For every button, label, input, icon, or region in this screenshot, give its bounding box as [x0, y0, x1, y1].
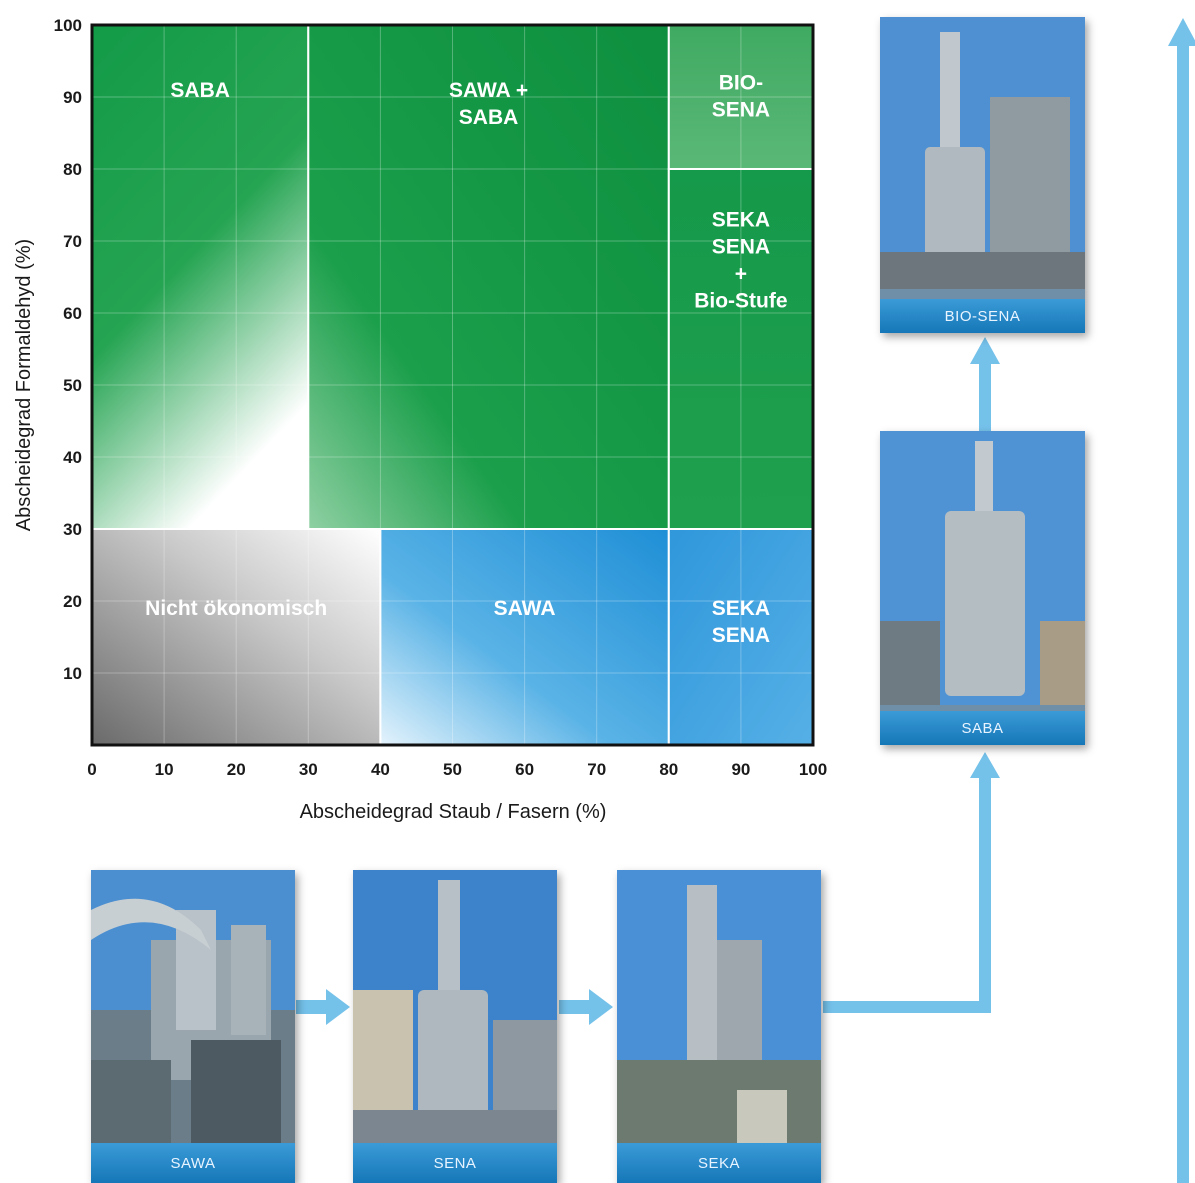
x-tick-label: 50 — [443, 760, 462, 779]
region-nicht-ökonomisch — [91, 528, 382, 746]
card-biosena-caption: BIO-SENA — [880, 299, 1085, 333]
region-seka-sena-bio-stufe — [667, 168, 814, 530]
x-tick-label: 60 — [515, 760, 534, 779]
y-tick-labels: 10 20 30 40 50 60 70 80 90 100 — [54, 16, 82, 683]
arrow-seka-line — [823, 1001, 991, 1013]
x-axis-title: Abscheidegrad Staub / Fasern (%) — [300, 801, 607, 823]
region-label: SEKA SENA — [712, 597, 770, 647]
card-saba: SABA — [880, 431, 1085, 745]
region-labels: SABA SAWA + SABA BIO-SENA SEKA SENA + Bio-Stufe… — [145, 72, 787, 648]
chart-regions — [91, 24, 814, 746]
card-sena: SENA — [353, 870, 557, 1183]
vertical-axis-arrow-head — [1168, 18, 1195, 46]
card-seka-caption: SEKA — [617, 1143, 821, 1183]
card-seka: SEKA — [617, 870, 821, 1183]
x-tick-labels: 0 10 20 30 40 50 60 70 80 90 100 — [87, 760, 827, 779]
region-label: Nicht ökonomisch — [145, 597, 327, 620]
arrow-saba-biosena — [979, 358, 991, 434]
biosena-photo — [880, 17, 1085, 289]
x-tick-label: 40 — [371, 760, 390, 779]
card-saba-caption: SABA — [880, 711, 1085, 745]
region-label: SEKA SENA + Bio-Stufe — [694, 208, 787, 312]
card-sawa-caption: SAWA — [91, 1143, 295, 1183]
region-saba — [91, 24, 310, 530]
y-tick-label: 10 — [63, 664, 82, 683]
arrow-head-sena-seka — [589, 989, 613, 1025]
x-tick-label: 30 — [299, 760, 318, 779]
y-tick-label: 80 — [63, 160, 82, 179]
y-tick-label: 60 — [63, 304, 82, 323]
region-label: BIO-SENA — [712, 72, 770, 122]
y-tick-label: 20 — [63, 592, 82, 611]
x-tick-label: 10 — [155, 760, 174, 779]
separation-chart: 0 10 20 30 40 50 60 70 80 90 100 10 20 30 40 50 60 70 80 9… — [13, 16, 827, 823]
y-tick-label: 40 — [63, 448, 82, 467]
arrow-sena-seka — [559, 1000, 591, 1014]
y-tick-label: 30 — [63, 520, 82, 539]
region-sawa-saba — [307, 24, 670, 530]
sawa-photo — [91, 870, 295, 1143]
x-tick-label: 0 — [87, 760, 96, 779]
card-sena-caption: SENA — [353, 1143, 557, 1183]
y-axis-title: Abscheidegrad Formaldehyd (%) — [13, 239, 35, 531]
region-label: SABA — [170, 79, 230, 102]
x-tick-label: 100 — [799, 760, 827, 779]
y-tick-label: 100 — [54, 16, 82, 35]
region-sawa — [379, 528, 670, 746]
x-tick-label: 90 — [731, 760, 750, 779]
x-tick-label: 70 — [587, 760, 606, 779]
region-label: SAWA — [494, 597, 556, 620]
x-tick-label: 80 — [659, 760, 678, 779]
arrow-head-saba — [970, 752, 1000, 778]
sena-photo — [353, 870, 557, 1143]
vertical-axis-arrow — [1177, 40, 1189, 1183]
arrow-head-sawa-sena — [326, 989, 350, 1025]
chart-grid — [92, 25, 813, 745]
x-tick-label: 20 — [227, 760, 246, 779]
plot-frame — [90, 23, 815, 747]
y-tick-label: 50 — [63, 376, 82, 395]
saba-photo — [880, 431, 1085, 705]
arrow-head-biosena — [970, 337, 1000, 364]
card-sawa: SAWA — [91, 870, 295, 1183]
y-tick-label: 70 — [63, 232, 82, 251]
y-tick-label: 90 — [63, 88, 82, 107]
seka-photo — [617, 870, 821, 1143]
arrow-seka-up — [979, 770, 991, 1013]
region-label: SAWA + SABA — [449, 79, 528, 129]
card-biosena: BIO-SENA — [880, 17, 1085, 333]
arrow-sawa-sena — [296, 1000, 328, 1014]
